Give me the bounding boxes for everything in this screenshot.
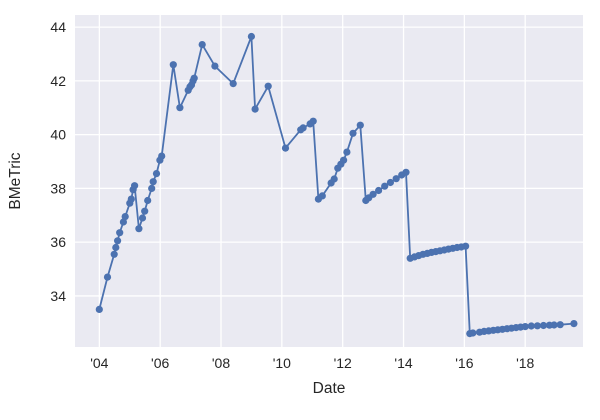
data-point <box>229 80 237 88</box>
x-tick-labels: '04 '06 '08 '10 '12 '14 '16 '18 <box>90 355 534 371</box>
x-tick-label: '08 <box>212 355 230 371</box>
data-point <box>375 186 383 195</box>
data-point <box>169 61 177 69</box>
data-point <box>131 182 139 190</box>
data-point <box>135 225 143 233</box>
x-tick-label: '12 <box>334 355 352 371</box>
data-point <box>343 148 351 156</box>
data-point <box>340 156 348 164</box>
data-point <box>176 104 184 112</box>
data-point <box>550 321 558 329</box>
data-point <box>381 182 389 190</box>
x-axis-label: Date <box>313 380 346 397</box>
y-tick-label: 40 <box>50 127 66 143</box>
data-point <box>462 242 470 250</box>
data-point <box>251 105 259 113</box>
data-point <box>521 323 529 331</box>
y-tick-label: 42 <box>50 73 66 89</box>
data-point <box>469 329 477 337</box>
data-point <box>127 195 135 203</box>
data-point <box>110 250 118 258</box>
data-point <box>144 196 152 205</box>
data-point <box>114 237 122 245</box>
y-tick-label: 34 <box>50 288 66 304</box>
data-point <box>116 229 124 237</box>
series-bmetric <box>95 32 578 338</box>
data-point <box>318 192 326 200</box>
data-point <box>190 74 198 82</box>
data-point <box>247 32 255 41</box>
data-point <box>158 152 166 160</box>
data-point <box>330 175 338 183</box>
data-point <box>138 214 147 222</box>
data-point <box>402 168 410 176</box>
y-tick-label: 44 <box>50 19 66 35</box>
x-tick-label: '18 <box>516 355 534 371</box>
data-point <box>533 322 542 330</box>
data-point <box>349 129 357 137</box>
y-tick-label: 38 <box>50 180 66 196</box>
x-tick-label: '04 <box>90 355 108 371</box>
data-point <box>386 178 394 187</box>
x-gridlines <box>98 15 526 347</box>
x-tick-label: '16 <box>455 355 473 371</box>
data-point <box>556 321 564 329</box>
data-point <box>95 305 103 313</box>
y-gridlines <box>75 26 583 297</box>
data-point <box>211 62 219 70</box>
data-point <box>149 178 157 186</box>
data-point <box>369 190 377 198</box>
data-point <box>392 175 400 183</box>
data-point <box>281 144 290 152</box>
data-point <box>121 213 129 221</box>
x-tick-label: '14 <box>394 355 412 371</box>
data-point <box>527 322 535 330</box>
y-axis-label: BMeTric <box>7 152 24 209</box>
data-point <box>570 320 578 328</box>
data-point <box>152 170 161 178</box>
data-point <box>299 124 307 132</box>
data-point <box>356 121 364 129</box>
data-point <box>309 117 317 125</box>
data-point <box>198 41 206 49</box>
data-point <box>539 321 548 330</box>
data-point <box>103 273 112 281</box>
x-tick-label: '06 <box>151 355 169 371</box>
y-tick-label: 36 <box>50 234 66 250</box>
data-point <box>141 207 149 215</box>
data-point <box>148 184 156 192</box>
data-point <box>112 243 120 252</box>
y-tick-labels: 34 36 38 40 42 44 <box>50 19 66 304</box>
data-point <box>264 82 272 90</box>
x-tick-label: '10 <box>273 355 291 371</box>
